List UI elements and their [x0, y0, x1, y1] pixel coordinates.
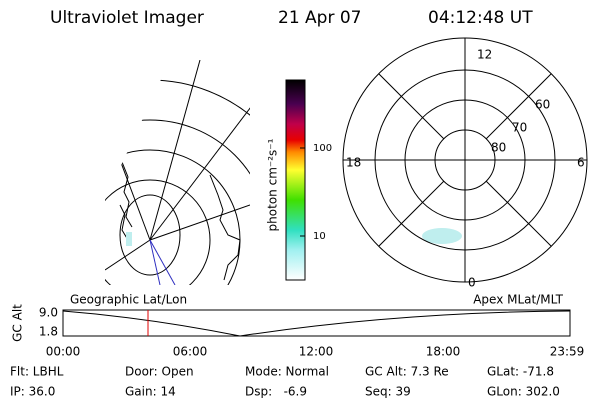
x-tick-label: 00:00 [46, 345, 81, 359]
info-field: GLon: 302.0 [487, 385, 560, 399]
mlt-label: 18 [346, 156, 361, 170]
polar-plot [342, 37, 588, 283]
x-tick-label: 06:00 [173, 345, 208, 359]
timeline-panel [62, 309, 571, 337]
x-tick-label: 18:00 [426, 345, 461, 359]
info-field: Flt: LBHL [10, 365, 64, 379]
y-tick-label: 9.0 [39, 306, 58, 320]
lat-label: 80 [491, 141, 506, 155]
title: Ultraviolet Imager [50, 8, 204, 28]
info-field: Gain: 14 [125, 385, 176, 399]
info-field: IP: 36.0 [10, 385, 55, 399]
colorbar-label: photon cm⁻²s⁻¹ [266, 138, 280, 231]
date: 21 Apr 07 [278, 8, 361, 28]
timeline-left-label: Geographic Lat/Lon [70, 293, 187, 307]
colorbar-tick: 10 [313, 231, 326, 242]
lat-label: 70 [512, 121, 527, 135]
mlt-label: 12 [477, 48, 492, 62]
mlt-label: 0 [468, 276, 476, 290]
info-field: Door: Open [125, 365, 194, 379]
colorbar-tick: 100 [313, 143, 332, 154]
info-field: Mode: Normal [245, 365, 329, 379]
info-field: Dsp: -6.9 [245, 385, 307, 399]
x-tick-label: 12:00 [299, 345, 334, 359]
info-panel: Flt: LBHL Door: Open Mode: Normal GC Alt: 7… [10, 365, 560, 399]
y-tick-label: 1.8 [39, 325, 58, 339]
colorbar [285, 79, 306, 281]
info-field: Seq: 39 [365, 385, 411, 399]
lat-label: 60 [535, 98, 550, 112]
info-field: GLat: -71.8 [487, 365, 554, 379]
x-tick-label: 23:59 [550, 345, 585, 359]
altitude-curve [62, 310, 571, 337]
timeline-right-label: Apex MLat/MLT [473, 293, 563, 307]
time: 04:12:48 UT [428, 8, 533, 28]
timeline-axis-label: GC Alt [11, 304, 25, 342]
mlt-label: 6 [577, 156, 585, 170]
info-field: GC Alt: 7.3 Re [365, 365, 449, 379]
